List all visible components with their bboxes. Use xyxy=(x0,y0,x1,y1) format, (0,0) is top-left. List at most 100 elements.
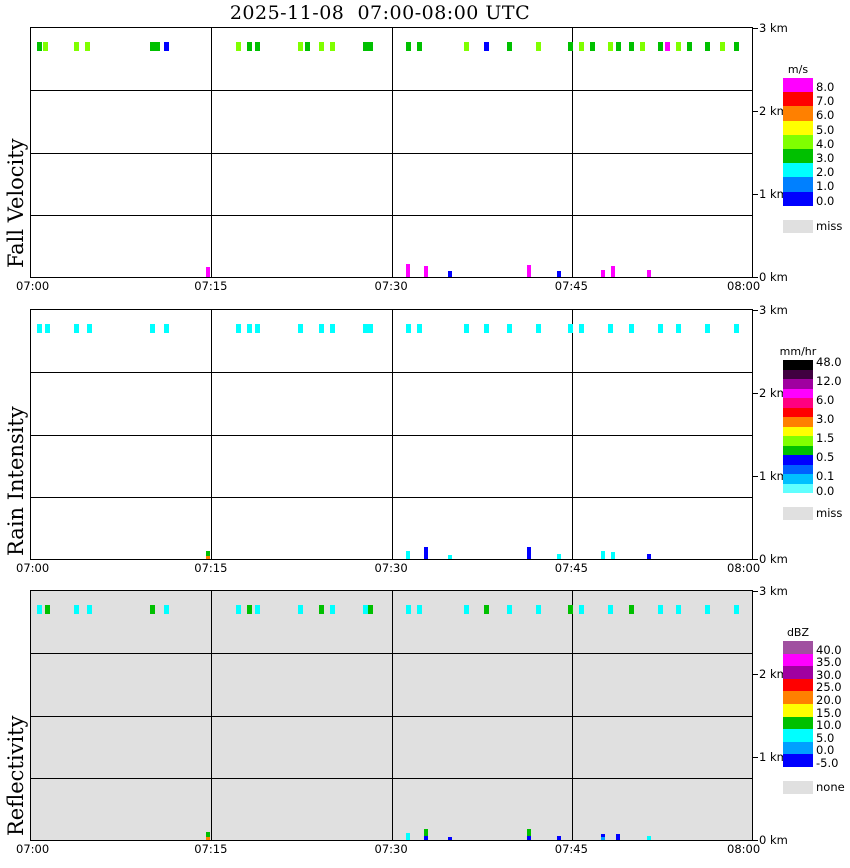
colorbar-missing-label: miss xyxy=(816,218,843,233)
x-axis-tick-label: 07:00 xyxy=(16,561,50,575)
data-mark xyxy=(164,605,170,614)
data-mark xyxy=(568,605,574,614)
data-mark xyxy=(206,551,211,559)
x-axis-tick-label: 07:45 xyxy=(554,279,588,293)
colorbar-band xyxy=(783,445,813,455)
plot-panel-rain-intensity[interactable] xyxy=(30,309,753,560)
colorbar-tick-label: 25.0 xyxy=(816,680,842,695)
data-mark xyxy=(578,42,584,51)
data-mark xyxy=(405,833,410,840)
colorbar-band xyxy=(783,191,813,206)
data-mark xyxy=(568,324,574,333)
data-mark xyxy=(236,605,242,614)
colorbar-band xyxy=(783,426,813,436)
data-mark xyxy=(647,836,652,840)
colorbar-tick-label: 8.0 xyxy=(816,80,835,94)
x-axis-tick-label: 07:15 xyxy=(194,279,228,293)
colorbar-missing-swatch xyxy=(783,507,813,520)
colorbar-tick-label: 1.5 xyxy=(816,431,835,445)
data-mark xyxy=(45,324,51,333)
data-mark xyxy=(483,42,489,51)
colorbar-tick-label: 30.0 xyxy=(816,667,842,682)
colorbar-missing-swatch xyxy=(783,781,813,794)
data-mark xyxy=(527,547,532,559)
data-mark xyxy=(527,829,532,840)
data-mark xyxy=(254,42,260,51)
data-mark xyxy=(74,42,80,51)
plot-panel-reflectivity[interactable] xyxy=(30,590,753,841)
plot-panel-fall-velocity[interactable] xyxy=(30,27,753,278)
data-mark xyxy=(247,324,253,333)
colorbar-tick-label: 3.0 xyxy=(816,412,835,426)
colorbar-band xyxy=(783,106,813,121)
x-axis-tick-label: 08:00 xyxy=(727,561,761,575)
data-mark xyxy=(506,605,512,614)
colorbar-band xyxy=(783,729,813,742)
colorbar-missing-label: miss xyxy=(816,506,843,520)
data-mark xyxy=(405,324,411,333)
horizontal-gridline xyxy=(31,435,752,436)
colorbar-tick-label: 10.0 xyxy=(816,718,842,733)
data-mark xyxy=(85,42,91,51)
y-axis-label-fall-velocity: Fall Velocity xyxy=(4,138,28,268)
data-mark xyxy=(304,42,310,51)
colorbar-tick-label: 20.0 xyxy=(816,693,842,708)
y-axis-tick-mark xyxy=(753,28,758,29)
colorbar-band xyxy=(783,163,813,178)
colorbar-fall-velocity xyxy=(783,78,813,206)
data-mark xyxy=(405,551,410,559)
data-mark xyxy=(149,324,155,333)
data-mark xyxy=(416,324,422,333)
y-axis-label-reflectivity: Reflectivity xyxy=(4,715,28,836)
data-mark xyxy=(647,554,652,559)
data-mark xyxy=(616,834,621,840)
colorbar-tick-label: 35.0 xyxy=(816,655,842,670)
colorbar-tick-label: 4.0 xyxy=(816,136,835,151)
data-mark xyxy=(416,605,422,614)
colorbar-band xyxy=(783,464,813,474)
data-mark xyxy=(600,837,605,840)
y-axis-label-rain-intensity: Rain Intensity xyxy=(4,406,28,556)
data-mark xyxy=(319,605,325,614)
y-axis-tick-label: 0 km xyxy=(759,270,788,284)
data-mark xyxy=(589,42,595,51)
y-axis-tick-label: 2 km xyxy=(759,104,788,118)
horizontal-gridline xyxy=(31,778,752,779)
x-axis-tick-label: 07:30 xyxy=(374,561,408,575)
colorbar-band xyxy=(783,716,813,730)
data-mark xyxy=(447,837,452,840)
data-mark xyxy=(297,42,303,51)
data-mark xyxy=(676,605,682,614)
data-mark xyxy=(87,324,93,333)
data-mark xyxy=(676,42,682,51)
colorbar-band xyxy=(783,398,813,408)
data-mark xyxy=(368,605,374,614)
data-mark xyxy=(297,605,303,614)
colorbar-tick-label: 1.0 xyxy=(816,179,835,194)
colorbar-band xyxy=(783,360,813,370)
data-mark xyxy=(405,42,411,51)
data-mark xyxy=(42,42,48,51)
colorbar-tick-label: 0.5 xyxy=(816,450,835,464)
y-axis-tick-label: 1 km xyxy=(759,469,788,483)
data-mark xyxy=(629,42,635,51)
data-mark xyxy=(87,605,93,614)
colorbar-band xyxy=(783,483,813,493)
colorbar-band xyxy=(783,455,813,465)
colorbar-tick-label: 2.0 xyxy=(816,165,835,180)
colorbar-band xyxy=(783,703,813,717)
vertical-gridline xyxy=(392,591,393,840)
y-axis-tick-label: 0 km xyxy=(759,552,788,566)
colorbar-units-label: m/s xyxy=(787,63,809,76)
data-mark xyxy=(362,605,368,614)
x-axis-tick-label: 07:30 xyxy=(374,842,408,856)
vertical-gridline xyxy=(211,591,212,840)
x-axis-tick-label: 07:45 xyxy=(554,561,588,575)
data-mark xyxy=(330,605,336,614)
data-mark xyxy=(36,324,42,333)
y-axis-tick-mark xyxy=(753,476,758,477)
data-mark xyxy=(247,605,253,614)
data-mark xyxy=(535,324,541,333)
vertical-gridline xyxy=(572,28,573,277)
data-mark xyxy=(297,324,303,333)
